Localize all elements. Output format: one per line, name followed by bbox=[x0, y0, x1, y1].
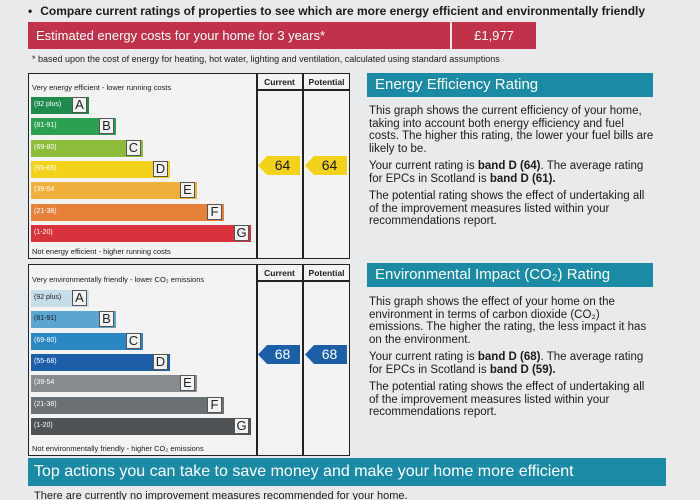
band-letter: A bbox=[72, 97, 87, 113]
rating-band-a: (92 plus) A bbox=[31, 290, 89, 307]
rating-band-g: (1-20) G bbox=[31, 417, 251, 435]
potential-rating-tag: 68 bbox=[305, 345, 347, 364]
rating-band-d: (55-68) D bbox=[31, 160, 170, 178]
rating-band-g: (1-20) G bbox=[31, 224, 251, 242]
band-range: (69-80) bbox=[34, 143, 57, 151]
rating-band-c: (69-80) C bbox=[31, 332, 143, 350]
energy-rating-text: This graph shows the current efficiency … bbox=[369, 105, 654, 233]
band-letter: C bbox=[126, 332, 141, 349]
intro-label: Compare current ratings of properties to… bbox=[40, 4, 646, 18]
divider bbox=[256, 265, 258, 455]
energy-cost-value: £1,977 bbox=[474, 28, 514, 43]
potential-rating-tag: 64 bbox=[305, 156, 347, 175]
band-letter: E bbox=[180, 182, 195, 199]
environmental-rating-heading: Environmental Impact (CO₂) Rating bbox=[367, 263, 653, 287]
env-paragraph-2: Your current rating is band D (68). The … bbox=[369, 351, 654, 376]
top-actions-note: There are currently no improvement measu… bbox=[34, 490, 408, 500]
band-range: (81-91) bbox=[34, 122, 57, 130]
rating-band-e: (39-54 E bbox=[31, 182, 197, 200]
text: Your current rating is bbox=[369, 160, 478, 172]
band-range: (81-91) bbox=[34, 315, 57, 323]
energy-cost-label: Estimated energy costs for your home for… bbox=[36, 28, 326, 43]
rating-band-f: (21-38) F bbox=[31, 203, 224, 221]
chart-bottom-label: Not environmentally friendly - higher CO… bbox=[32, 444, 204, 453]
rating-band-e: (39-54 E bbox=[31, 375, 197, 393]
text: . The average rating for EPCs in Scotlan… bbox=[369, 160, 644, 185]
band-letter: B bbox=[99, 311, 114, 328]
current-band: band D (64) bbox=[477, 160, 541, 172]
divider bbox=[256, 74, 258, 258]
band-range: (92 plus) bbox=[34, 294, 62, 301]
band-letter: G bbox=[234, 417, 249, 434]
divider bbox=[256, 89, 349, 91]
column-current: Current bbox=[264, 77, 295, 87]
rating-band-f: (21-38) F bbox=[31, 396, 224, 414]
energy-paragraph-2: Your current rating is band D (64). The … bbox=[369, 160, 654, 185]
energy-paragraph-1: This graph shows the current efficiency … bbox=[369, 105, 654, 155]
rating-band-b: (81-91) B bbox=[31, 311, 116, 329]
rating-band-a: (92 plus) A bbox=[31, 97, 89, 114]
band-range: (55-68) bbox=[34, 357, 57, 365]
band-letter: D bbox=[153, 160, 168, 177]
rating-band-b: (81-91) B bbox=[31, 118, 116, 136]
rating-band-d: (55-68) D bbox=[31, 353, 170, 371]
band-range: (69-80) bbox=[34, 336, 57, 344]
text: Your current rating is bbox=[369, 351, 478, 363]
band-letter: A bbox=[72, 290, 87, 306]
divider bbox=[450, 22, 452, 49]
bullet-icon: • bbox=[28, 4, 33, 18]
band-range: (21-38) bbox=[34, 207, 57, 215]
text: . The average rating for EPCs in Scotlan… bbox=[369, 351, 644, 376]
band-letter: G bbox=[234, 224, 249, 241]
energy-paragraph-3: The potential rating shows the effect of… bbox=[369, 190, 645, 227]
current-rating-tag: 64 bbox=[258, 156, 300, 175]
energy-rating-heading: Energy Efficiency Rating bbox=[367, 73, 653, 97]
chart-top-label: Very environmentally friendly - lower CO… bbox=[32, 275, 205, 284]
band-range: (92 plus) bbox=[34, 101, 62, 108]
divider bbox=[302, 74, 304, 258]
band-letter: C bbox=[126, 139, 141, 156]
column-current: Current bbox=[264, 268, 295, 278]
average-band: band D (61). bbox=[489, 172, 556, 185]
band-range: (1-20) bbox=[34, 421, 53, 429]
divider bbox=[256, 280, 349, 282]
intro-text: • Compare current ratings of properties t… bbox=[28, 4, 645, 18]
average-band: band D (59). bbox=[489, 363, 556, 376]
cost-footnote: * based upon the cost of energy for heat… bbox=[32, 54, 500, 64]
band-range: (21-38) bbox=[34, 400, 57, 408]
current-rating-tag: 68 bbox=[258, 345, 300, 364]
environmental-rating-text: This graph shows the effect of your home… bbox=[369, 296, 654, 424]
band-letter: F bbox=[207, 203, 222, 220]
band-range: (55-68) bbox=[34, 164, 57, 172]
column-potential: Potential bbox=[308, 268, 345, 278]
band-letter: E bbox=[180, 375, 195, 392]
column-potential: Potential bbox=[308, 77, 345, 87]
divider bbox=[302, 265, 304, 455]
band-range: (1-20) bbox=[34, 228, 53, 236]
env-paragraph-3: The potential rating shows the effect of… bbox=[369, 381, 645, 418]
energy-efficiency-chart: Current Potential Very energy efficient … bbox=[28, 73, 350, 259]
top-actions-heading: Top actions you can take to save money a… bbox=[28, 458, 666, 486]
chart-bottom-label: Not energy efficient - higher running co… bbox=[32, 247, 171, 256]
chart-top-label: Very energy efficient - lower running co… bbox=[32, 83, 172, 92]
current-band: band D (68) bbox=[477, 351, 541, 363]
band-range: (39-54 bbox=[34, 379, 55, 387]
band-letter: B bbox=[99, 118, 114, 135]
band-letter: F bbox=[207, 396, 222, 413]
band-range: (39-54 bbox=[34, 186, 55, 194]
energy-cost-bar: Estimated energy costs for your home for… bbox=[28, 22, 536, 49]
env-paragraph-1: This graph shows the effect of your home… bbox=[369, 296, 647, 346]
environmental-impact-chart: Current Potential Very environmentally f… bbox=[28, 264, 350, 456]
band-letter: D bbox=[153, 353, 168, 370]
rating-band-c: (69-80) C bbox=[31, 139, 143, 157]
